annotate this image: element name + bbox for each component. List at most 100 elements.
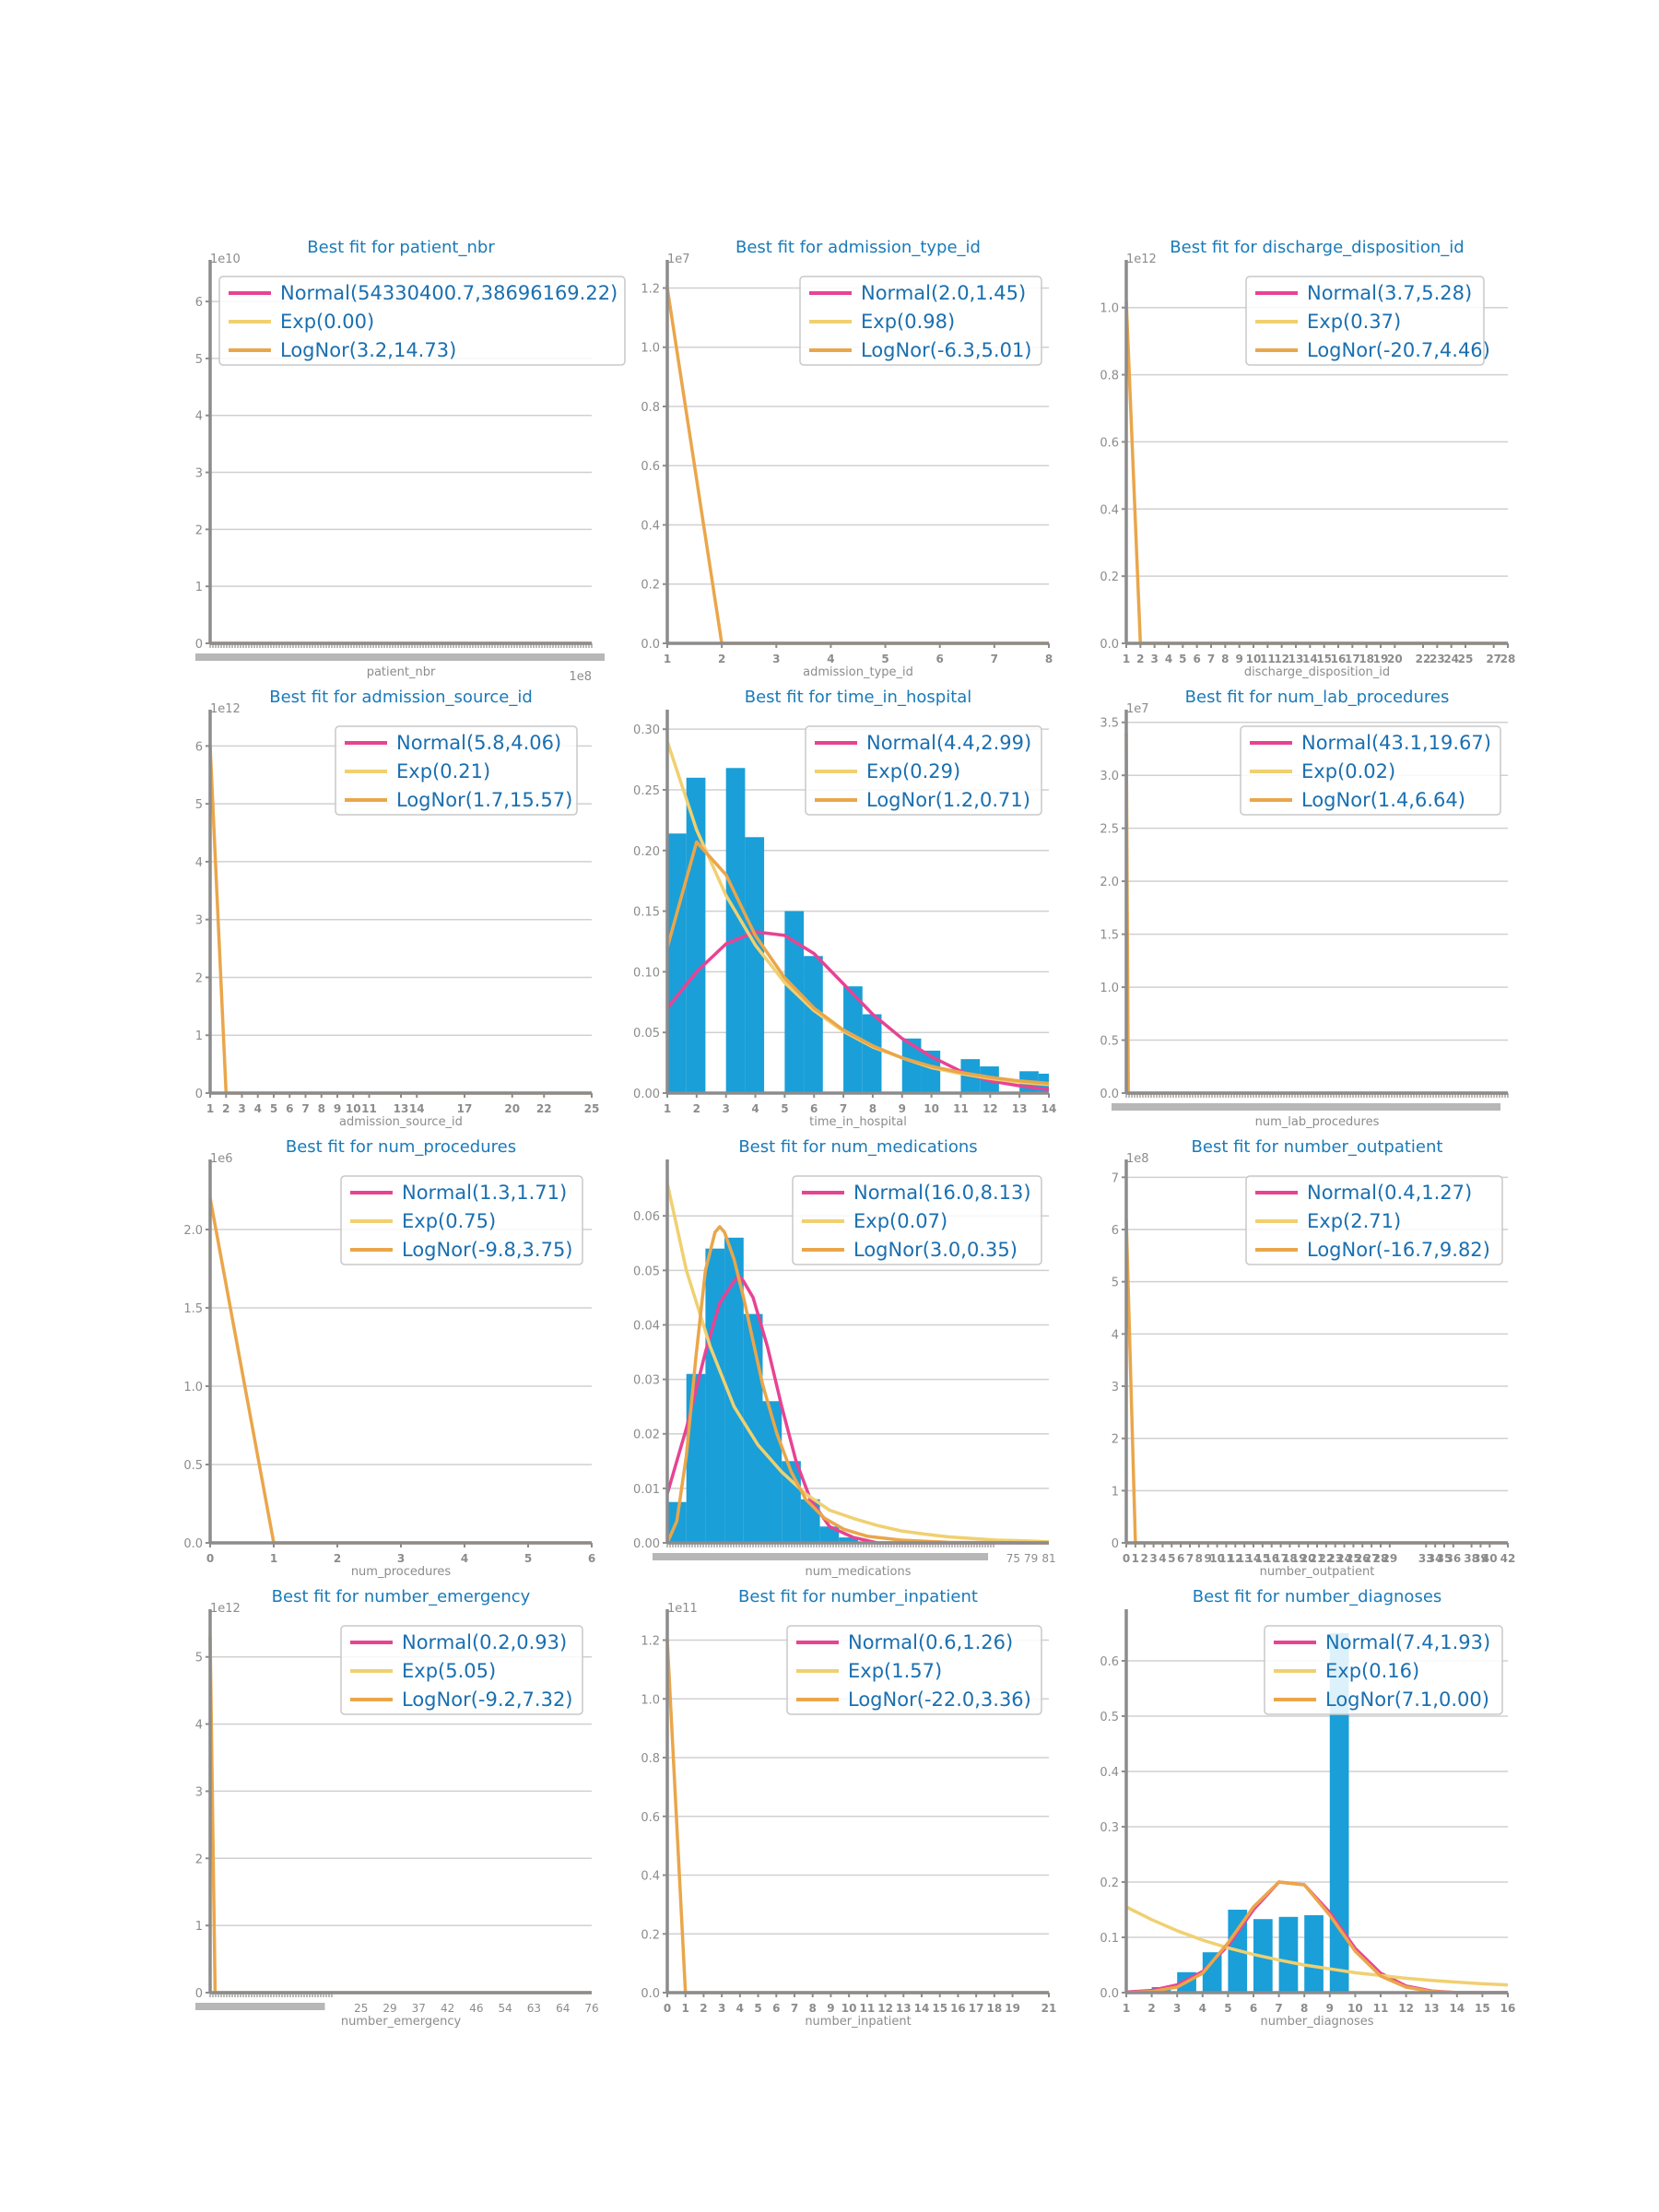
y-tick-label: 0.6 [1100, 436, 1119, 450]
x-tick-label: 16 [950, 2002, 966, 2015]
y-tick-label: 0.4 [1100, 1766, 1119, 1780]
x-tick-label: 9 [1205, 1552, 1212, 1565]
legend-entry: Exp(1.57) [848, 1660, 942, 1682]
x-tick-label: 10 [924, 1102, 939, 1115]
x-tick-label: 10 [841, 2002, 857, 2015]
y-tick-label: 7 [1112, 1171, 1119, 1185]
legend-entry: Normal(5.8,4.06) [396, 732, 561, 754]
y-tick-label: 2.0 [183, 1224, 203, 1238]
y-tick-label: 2 [1112, 1433, 1119, 1447]
x-tick-label: 46 [469, 2002, 483, 2015]
x-tick-label: 24 [1336, 1552, 1352, 1565]
x-tick-label: 36 [1446, 1552, 1462, 1565]
legend-box [335, 725, 578, 816]
histogram-bar [667, 833, 687, 1093]
y-tick-label: 2.0 [1100, 876, 1119, 889]
x-tick-label: 9 [899, 1102, 906, 1115]
y-tick-label: 3 [195, 914, 203, 928]
x-tick-label: 3 [1149, 1552, 1157, 1565]
x-tick-label: 7 [840, 1102, 847, 1115]
x-tick-label: 13 [394, 1102, 409, 1115]
series-line-exp [1125, 1905, 1509, 1987]
x-tick-label-band [1112, 1103, 1500, 1111]
x-axis-label: num_procedures [351, 1565, 452, 1579]
x-tick-label: 0 [1123, 1552, 1130, 1565]
x-tick-label: 4 [1199, 2002, 1206, 2015]
x-tick-label: 39 [1473, 1552, 1488, 1565]
subplot-7: Best fit for num_procedures 0.0 0.5 1.0 1.5 2… [183, 1137, 595, 1579]
y-tick-label: 3 [195, 1785, 203, 1799]
x-tick-label: 14 [1246, 1552, 1262, 1565]
legend: Normal(0.4,1.27) Exp(2.71) LogNor(-16.7,9.… [1245, 1175, 1503, 1265]
y-tick-label: 1 [195, 1920, 203, 1934]
plot-title: Best fit for num_medications [738, 1137, 977, 1157]
x-tick-label: 16 [1500, 2002, 1516, 2015]
legend-entry: LogNor(-6.3,5.01) [861, 339, 1032, 361]
x-tick-label: 7 [991, 653, 998, 665]
x-tick-label: 34 [1428, 1552, 1443, 1565]
x-tick-label: 3 [1150, 653, 1158, 665]
x-tick-label: 79 [1024, 1552, 1038, 1565]
y-tick-label: 0.15 [633, 906, 660, 920]
x-tick-label: 25 [354, 2002, 368, 2015]
legend-box [1240, 725, 1501, 816]
x-tick-label: 7 [1275, 2002, 1282, 2015]
legend-entry: Exp(5.05) [402, 1660, 496, 1682]
x-tick-label: 38 [1464, 1552, 1479, 1565]
legend-entry: Normal(7.4,1.93) [1325, 1631, 1490, 1653]
legend-entry: Normal(43.1,19.67) [1301, 732, 1491, 754]
x-tick-label: 10 [1246, 653, 1262, 665]
subplot-2: Best fit for admission_type_id 0.0 0.2 0.4 0… [641, 238, 1053, 679]
y-tick-label: 0.5 [1100, 1711, 1119, 1724]
x-tick-label: 12 [1274, 653, 1289, 665]
y-tick-label: 0.06 [633, 1210, 660, 1224]
x-tick-label: 1 [206, 1102, 214, 1115]
histogram-bar [725, 768, 746, 1093]
y-tick-label: 0.5 [1100, 1035, 1119, 1049]
y-tick-label: 6 [195, 740, 203, 754]
y-offset-label: 1e12 [1126, 253, 1157, 266]
x-tick-label: 7 [301, 1102, 309, 1115]
histogram-bar [843, 986, 863, 1093]
y-tick-label: 0.10 [633, 966, 660, 980]
x-tick-label: 27 [1364, 1552, 1380, 1565]
x-tick-label: 23 [1327, 1552, 1343, 1565]
legend: Normal(16.0,8.13) Exp(0.07) LogNor(3.0,0.3… [792, 1175, 1042, 1265]
x-tick-label: 12 [1398, 2002, 1414, 2015]
y-tick-label: 4 [195, 856, 203, 870]
x-tick-label: 8 [318, 1102, 325, 1115]
x-tick-label: 15 [932, 2002, 947, 2015]
plot-title: Best fit for patient_nbr [307, 238, 495, 257]
x-tick-label: 2 [222, 1102, 229, 1115]
y-tick-label: 0.05 [633, 1027, 660, 1041]
histogram-bar [819, 1526, 840, 1543]
histogram-bar [1304, 1915, 1324, 1993]
x-tick-label: 11 [1218, 1552, 1234, 1565]
legend-entry: Exp(0.07) [853, 1210, 947, 1232]
histogram-bar [1278, 1916, 1299, 1993]
plot-title: Best fit for num_lab_procedures [1185, 688, 1450, 707]
series-line-exp [665, 1182, 1050, 1544]
legend-box [1264, 1625, 1503, 1715]
x-tick-label: 9 [1235, 653, 1242, 665]
x-tick-label: 8 [1300, 2002, 1308, 2015]
x-tick-label: 81 [1041, 1552, 1055, 1565]
x-tick-label: 20 [1300, 1552, 1316, 1565]
x-tick-label: 6 [1177, 1552, 1184, 1565]
x-tick-label: 16 [1331, 653, 1347, 665]
y-tick-label: 4 [195, 410, 203, 424]
y-tick-label: 0 [195, 1088, 203, 1101]
legend-entry: LogNor(-9.2,7.32) [402, 1688, 573, 1711]
x-axis-label: number_emergency [341, 2015, 462, 2029]
legend-entry: Exp(0.98) [861, 311, 955, 333]
x-tick-label: 5 [270, 1102, 277, 1115]
x-tick-label: 17 [969, 2002, 984, 2015]
x-tick-label: 1 [1123, 653, 1130, 665]
legend-entry: Normal(3.7,5.28) [1307, 282, 1472, 304]
legend-box [805, 725, 1042, 816]
x-tick-label: 11 [860, 2002, 876, 2015]
x-axis-label: number_inpatient [805, 2015, 911, 2029]
legend-entry: Exp(0.16) [1325, 1660, 1419, 1682]
subplot-11: Best fit for number_inpatient 0.0 0.2 0.4 0.… [641, 1587, 1056, 2029]
x-tick-label: 0 [664, 2002, 671, 2015]
